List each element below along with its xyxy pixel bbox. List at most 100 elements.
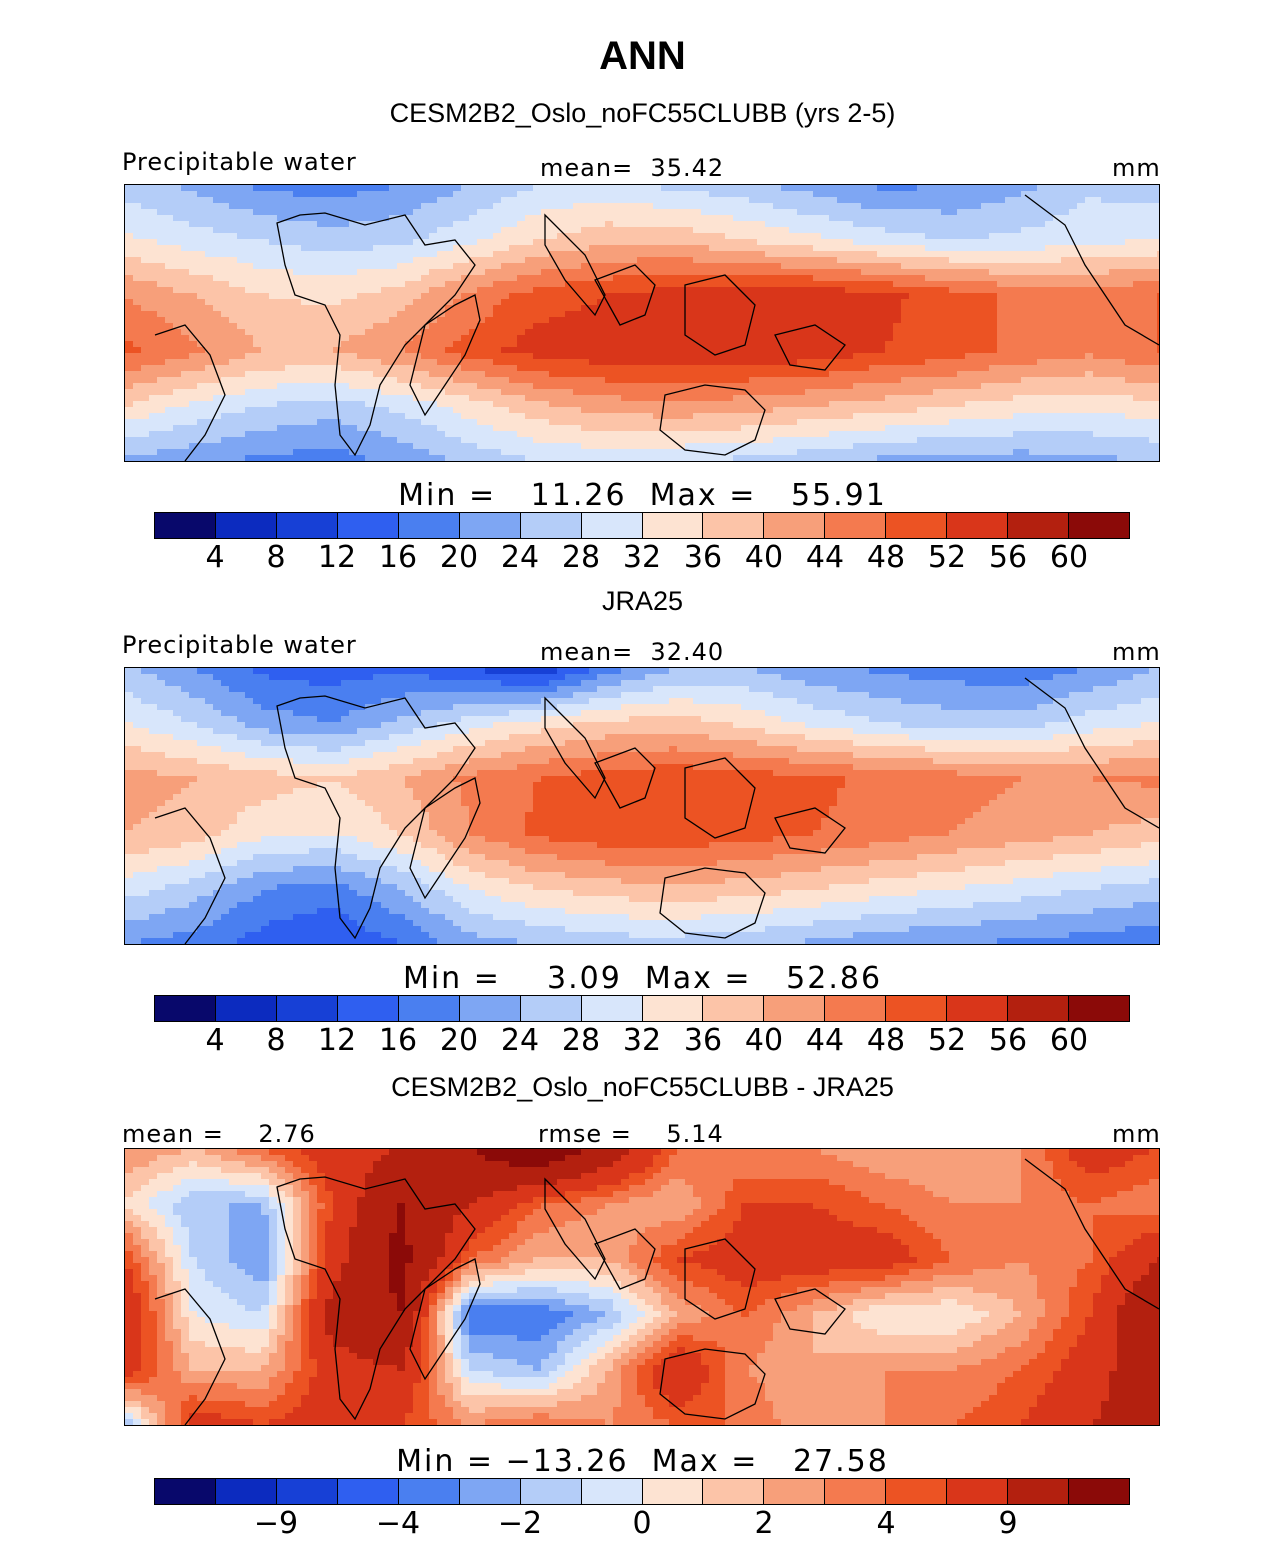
field-cell — [1061, 371, 1070, 378]
field-cell — [1013, 335, 1022, 342]
field-cell — [1069, 209, 1078, 216]
field-cell — [261, 371, 270, 378]
field-cell — [773, 239, 782, 246]
field-cell — [941, 317, 950, 324]
field-cell — [173, 185, 182, 192]
field-cell — [1125, 203, 1134, 210]
field-cell — [461, 413, 470, 420]
field-cell — [805, 287, 814, 294]
field-cell — [749, 203, 758, 210]
field-cell — [893, 323, 902, 330]
field-cell — [653, 275, 662, 282]
field-cell — [389, 389, 398, 396]
field-cell — [461, 209, 470, 216]
field-cell — [469, 227, 478, 234]
field-cell — [533, 227, 542, 234]
field-cell — [581, 209, 590, 216]
field-cell — [725, 221, 734, 228]
field-cell — [949, 365, 958, 372]
field-cell — [941, 263, 950, 270]
field-cell — [821, 293, 830, 300]
field-cell — [789, 359, 798, 366]
field-cell — [797, 317, 806, 324]
field-cell — [645, 353, 654, 360]
field-cell — [661, 407, 670, 414]
panel-1-variable-label: Precipitable water — [122, 148, 357, 176]
field-cell — [709, 257, 718, 264]
field-cell — [493, 245, 502, 252]
field-cell — [149, 299, 158, 306]
field-cell — [1053, 407, 1062, 414]
field-cell — [1069, 407, 1078, 414]
field-cell — [269, 203, 278, 210]
field-cell — [765, 203, 774, 210]
field-cell — [325, 359, 334, 366]
field-cell — [141, 263, 150, 270]
field-cell — [565, 365, 574, 372]
field-cell — [677, 329, 686, 336]
field-cell — [229, 275, 238, 282]
field-cell — [213, 353, 222, 360]
field-cell — [1061, 353, 1070, 360]
field-cell — [509, 221, 518, 228]
field-cell — [1037, 359, 1046, 366]
field-cell — [461, 251, 470, 258]
field-cell — [1149, 395, 1158, 402]
field-cell — [701, 293, 710, 300]
field-cell — [373, 377, 382, 384]
field-cell — [1037, 407, 1046, 414]
field-cell — [725, 251, 734, 258]
field-cell — [837, 293, 846, 300]
field-cell — [189, 365, 198, 372]
field-cell — [597, 401, 606, 408]
field-cell — [941, 371, 950, 378]
field-cell — [597, 365, 606, 372]
field-cell — [133, 341, 142, 348]
field-cell — [725, 203, 734, 210]
field-cell — [1141, 317, 1150, 324]
field-cell — [845, 335, 854, 342]
field-cell — [349, 197, 358, 204]
field-cell — [421, 185, 430, 192]
field-cell — [1101, 323, 1110, 330]
field-cell — [1157, 287, 1159, 294]
field-cell — [1125, 239, 1134, 246]
field-cell — [333, 209, 342, 216]
field-cell — [965, 227, 974, 234]
field-cell — [181, 239, 190, 246]
field-cell — [877, 269, 886, 276]
field-cell — [685, 239, 694, 246]
field-cell — [901, 293, 910, 300]
field-cell — [237, 197, 246, 204]
field-cell — [565, 287, 574, 294]
field-cell — [1085, 233, 1094, 240]
field-cell — [1125, 335, 1134, 342]
field-cell — [685, 389, 694, 396]
field-cell — [869, 221, 878, 228]
field-cell — [429, 275, 438, 282]
field-cell — [533, 191, 542, 198]
field-cell — [893, 383, 902, 390]
field-cell — [557, 191, 566, 198]
field-cell — [933, 317, 942, 324]
field-cell — [877, 275, 886, 282]
field-cell — [749, 383, 758, 390]
field-cell — [613, 371, 622, 378]
field-cell — [693, 377, 702, 384]
field-cell — [613, 353, 622, 360]
field-cell — [581, 191, 590, 198]
field-cell — [389, 281, 398, 288]
field-cell — [413, 413, 422, 420]
field-cell — [853, 395, 862, 402]
field-cell — [893, 233, 902, 240]
field-cell — [509, 227, 518, 234]
field-cell — [573, 341, 582, 348]
field-cell — [341, 383, 350, 390]
field-cell — [685, 191, 694, 198]
field-cell — [125, 257, 134, 264]
field-cell — [645, 371, 654, 378]
field-cell — [269, 263, 278, 270]
field-cell — [293, 191, 302, 198]
field-cell — [957, 389, 966, 396]
field-cell — [125, 305, 134, 312]
